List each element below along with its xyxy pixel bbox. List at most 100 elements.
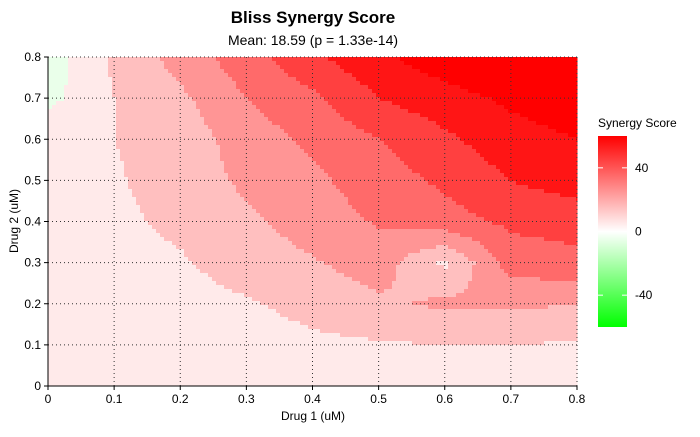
heatmap-cell: [240, 373, 245, 378]
heatmap-cell: [100, 225, 105, 230]
heatmap-cell: [68, 365, 73, 370]
heatmap-cell: [264, 289, 269, 294]
heatmap-cell: [184, 133, 189, 138]
heatmap-cell: [252, 321, 257, 326]
heatmap-cell: [184, 121, 189, 126]
heatmap-cell: [152, 101, 157, 106]
heatmap-cell: [152, 233, 157, 238]
heatmap-cell: [232, 137, 237, 142]
heatmap-cell: [224, 93, 229, 98]
heatmap-cell: [60, 381, 65, 386]
heatmap-cell: [188, 221, 193, 226]
heatmap-cell: [172, 329, 177, 334]
heatmap-cell: [96, 165, 101, 170]
heatmap-cell: [184, 345, 189, 350]
heatmap-cell: [152, 261, 157, 266]
heatmap-cell: [112, 105, 117, 110]
heatmap-cell: [248, 253, 253, 258]
heatmap-cell: [216, 353, 221, 358]
heatmap-cell: [240, 361, 245, 366]
heatmap-cell: [288, 109, 293, 114]
heatmap-cell: [168, 185, 173, 190]
heatmap-cell: [188, 113, 193, 118]
heatmap-cell: [252, 169, 257, 174]
heatmap-cell: [128, 225, 133, 230]
heatmap-cell: [180, 313, 185, 318]
heatmap-cell: [88, 245, 93, 250]
heatmap-cell: [236, 149, 241, 154]
heatmap-cell: [280, 161, 285, 166]
heatmap-cell: [264, 197, 269, 202]
heatmap-cell: [100, 217, 105, 222]
heatmap-cell: [92, 373, 97, 378]
heatmap-cell: [200, 213, 205, 218]
heatmap-cell: [72, 301, 77, 306]
heatmap-cell: [52, 337, 57, 342]
heatmap-cell: [104, 305, 109, 310]
heatmap-cell: [72, 165, 77, 170]
heatmap-cell: [204, 341, 209, 346]
heatmap-cell: [80, 77, 85, 82]
heatmap-cell: [228, 157, 233, 162]
heatmap-cell: [188, 205, 193, 210]
heatmap-cell: [112, 345, 117, 350]
heatmap-cell: [268, 321, 273, 326]
heatmap-cell: [84, 93, 89, 98]
heatmap-cell: [208, 177, 213, 182]
heatmap-cell: [112, 157, 117, 162]
heatmap-cell: [132, 325, 137, 330]
heatmap-cell: [236, 121, 241, 126]
heatmap-cell: [232, 125, 237, 130]
heatmap-cell: [60, 113, 65, 118]
heatmap-cell: [56, 261, 61, 266]
heatmap-cell: [96, 89, 101, 94]
heatmap-cell: [56, 329, 61, 334]
heatmap-cell: [252, 101, 257, 106]
heatmap-cell: [144, 225, 149, 230]
heatmap-cell: [60, 173, 65, 178]
heatmap-cell: [272, 209, 277, 214]
heatmap-cell: [236, 333, 241, 338]
heatmap-cell: [228, 189, 233, 194]
heatmap-cell: [164, 249, 169, 254]
heatmap-cell: [92, 121, 97, 126]
heatmap-cell: [116, 185, 121, 190]
heatmap-cell: [224, 213, 229, 218]
heatmap-cell: [48, 101, 53, 106]
heatmap-cell: [64, 117, 69, 122]
heatmap-cell: [80, 93, 85, 98]
heatmap-cell: [156, 141, 161, 146]
heatmap-cell: [280, 337, 285, 342]
heatmap-cell: [284, 201, 289, 206]
heatmap-cell: [48, 325, 53, 330]
heatmap-cell: [268, 257, 273, 262]
heatmap-cell: [192, 125, 197, 130]
heatmap-cell: [176, 117, 181, 122]
heatmap-cell: [208, 377, 213, 382]
heatmap-cell: [100, 57, 105, 62]
heatmap-cell: [148, 249, 153, 254]
heatmap-cell: [152, 325, 157, 330]
heatmap-cell: [212, 181, 217, 186]
heatmap-cell: [92, 309, 97, 314]
heatmap-cell: [264, 61, 269, 66]
heatmap-cell: [268, 137, 273, 142]
heatmap-cell: [88, 77, 93, 82]
heatmap-cell: [264, 69, 269, 74]
heatmap-cell: [64, 145, 69, 150]
heatmap-cell: [96, 93, 101, 98]
heatmap-cell: [148, 353, 153, 358]
heatmap-cell: [88, 265, 93, 270]
heatmap-cell: [136, 93, 141, 98]
heatmap-cell: [140, 61, 145, 66]
heatmap-cell: [196, 273, 201, 278]
heatmap-cell: [256, 233, 261, 238]
heatmap-cell: [144, 233, 149, 238]
heatmap-cell: [276, 213, 281, 218]
heatmap-cell: [104, 109, 109, 114]
heatmap-cell: [280, 149, 285, 154]
heatmap-cell: [212, 193, 217, 198]
heatmap-cell: [116, 113, 121, 118]
heatmap-cell: [180, 129, 185, 134]
heatmap-cell: [256, 361, 261, 366]
